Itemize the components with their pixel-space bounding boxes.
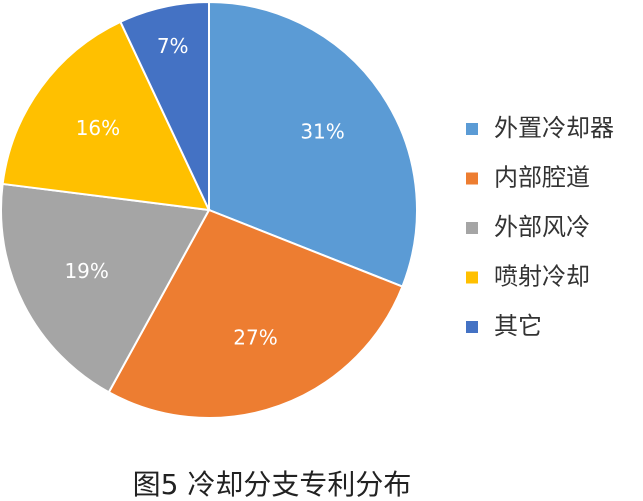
legend-label: 外置冷却器 xyxy=(494,114,614,142)
pie-slice xyxy=(119,0,210,211)
data-label: 16% xyxy=(76,116,120,140)
legend-label: 内部腔道 xyxy=(494,164,590,192)
chart-title: 图5 冷却分支专利分布 xyxy=(133,468,412,501)
legend-swatch xyxy=(466,123,478,135)
data-label: 19% xyxy=(64,259,108,283)
data-label: 31% xyxy=(300,119,344,143)
pie-slice xyxy=(208,0,418,288)
legend-swatch xyxy=(466,321,478,333)
legend-label: 其它 xyxy=(494,312,542,340)
data-label: 27% xyxy=(233,326,277,350)
legend-label: 外部风冷 xyxy=(494,213,590,241)
pie-slice xyxy=(1,20,211,212)
pie-slice xyxy=(0,182,211,394)
legend-swatch xyxy=(466,172,478,185)
legend-swatch xyxy=(466,271,478,284)
legend-label: 喷射冷却 xyxy=(494,263,590,291)
pie-slice xyxy=(107,208,404,419)
legend-swatch xyxy=(466,222,478,234)
data-label: 7% xyxy=(157,34,189,58)
